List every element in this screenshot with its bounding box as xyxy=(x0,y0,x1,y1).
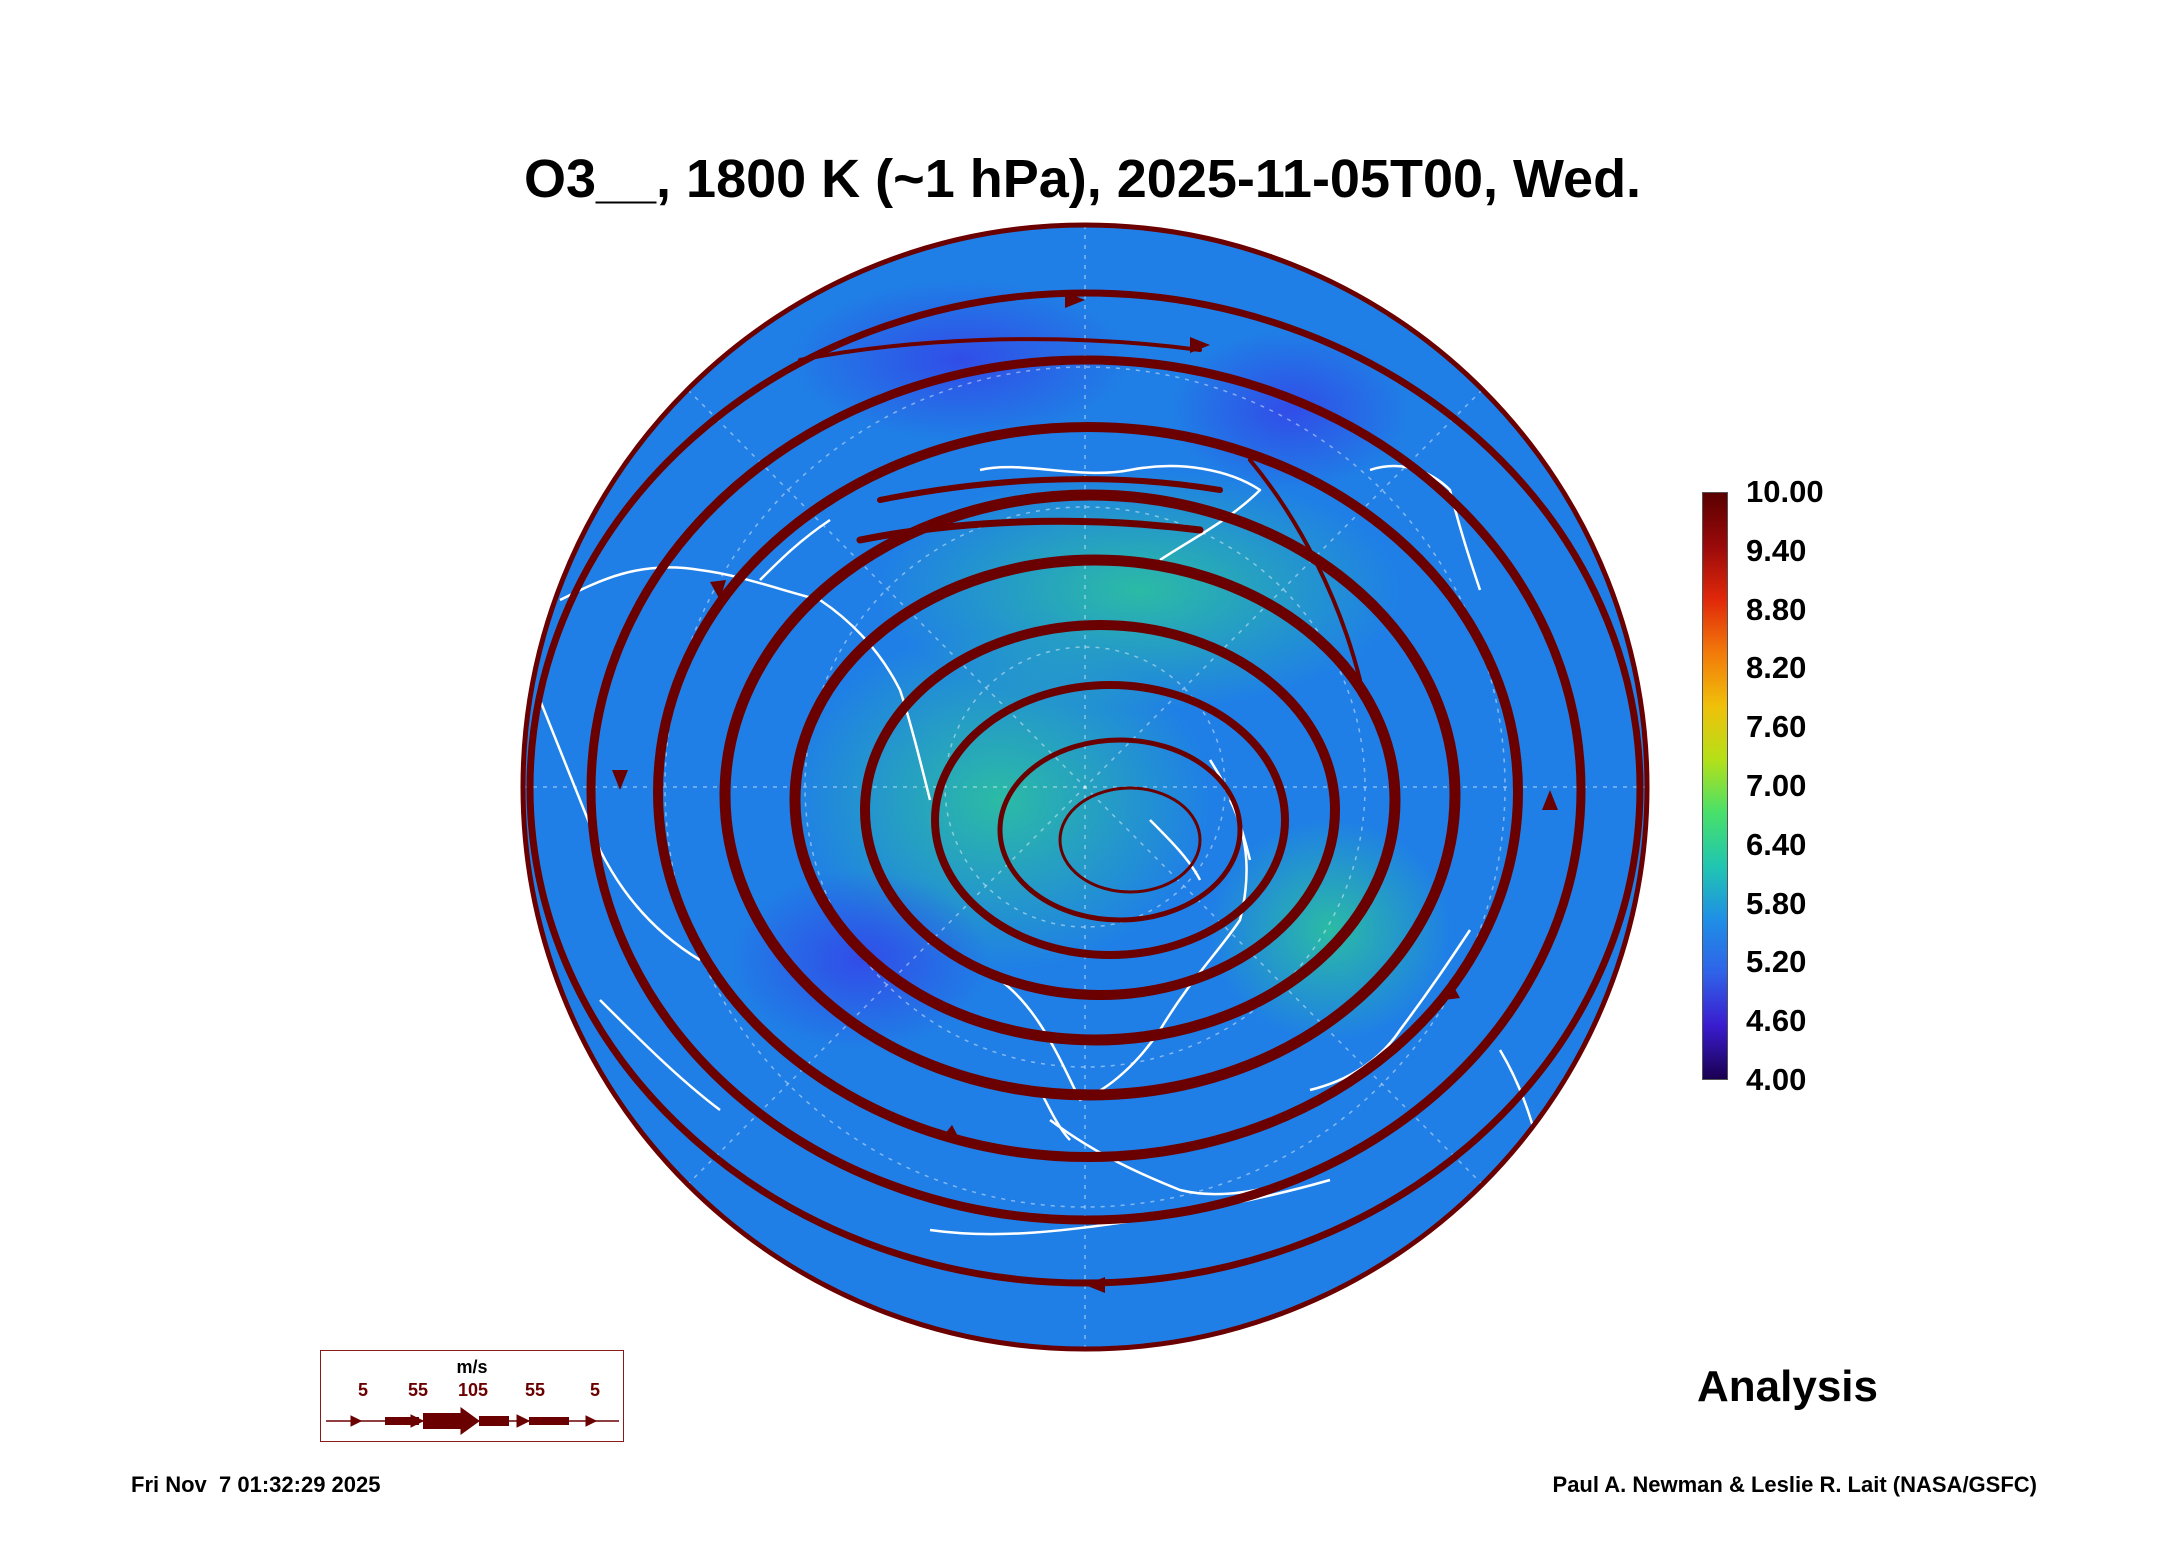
wind-streamlines xyxy=(526,289,1644,1287)
timestamp: Fri Nov 7 01:32:29 2025 xyxy=(131,1472,381,1497)
credits: Paul A. Newman & Leslie R. Lait (NASA/GS… xyxy=(1552,1472,2037,1497)
colorbar-label: 5.80 xyxy=(1746,885,1807,921)
colorbar-label: 7.00 xyxy=(1746,768,1807,803)
wind-legend-speed: 105 xyxy=(457,1380,489,1400)
colorbar-label: 7.60 xyxy=(1746,709,1807,745)
colorbar-label: 4.00 xyxy=(1746,1062,1807,1097)
colorbar-label: 6.40 xyxy=(1746,826,1807,862)
analysis-label: Analysis xyxy=(1697,1362,1878,1411)
streamline-arrows xyxy=(612,292,1558,1293)
colorbar-label: 10.00 xyxy=(1746,474,1824,509)
low-ozone-region xyxy=(730,870,990,1050)
wind-legend-speed: 5 xyxy=(589,1380,601,1400)
wind-legend-speed: 55 xyxy=(524,1380,546,1400)
colorbar-label: 9.40 xyxy=(1746,532,1807,568)
wind-legend-arrow xyxy=(326,1407,619,1435)
wind-speed-legend: m/s 5 55 105 55 5 xyxy=(320,1350,624,1442)
wind-legend-unit: m/s xyxy=(456,1357,488,1377)
colorbar-label: 5.20 xyxy=(1746,944,1807,980)
plot-title: O3__, 1800 K (~1 hPa), 2025-11-05T00, We… xyxy=(523,149,1642,209)
wind-legend-speed: 55 xyxy=(407,1380,429,1400)
wind-legend-speed: 5 xyxy=(357,1380,369,1400)
colorbar xyxy=(1702,492,1728,1080)
globe-outline xyxy=(520,222,1650,1352)
colorbar-label: 4.60 xyxy=(1746,1003,1807,1039)
colorbar-label: 8.80 xyxy=(1746,591,1807,627)
coastlines xyxy=(538,464,1552,1236)
colorbar-label: 8.20 xyxy=(1746,650,1807,686)
